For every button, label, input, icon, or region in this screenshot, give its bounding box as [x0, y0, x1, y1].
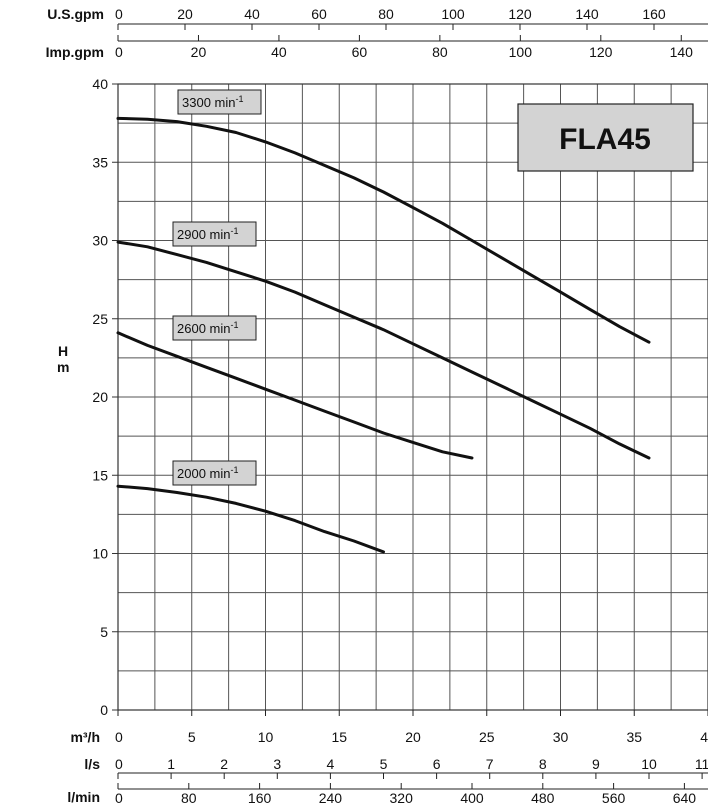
impgpm-axis-label: Imp.gpm — [46, 44, 104, 60]
y-tick-label: 20 — [92, 389, 108, 405]
ls-axis-label: l/s — [84, 756, 100, 772]
pump-curves: 3300 min-1 2900 min-1 2600 min-1 2000 min-1 — [116, 89, 651, 554]
grid-lines — [118, 84, 708, 710]
impgpm-tick-label: 20 — [191, 44, 207, 60]
usgpm-tick-label: 60 — [311, 6, 327, 22]
usgpm-axis-label: U.S.gpm — [47, 6, 104, 22]
lmin-tick-label: 160 — [248, 790, 272, 804]
usgpm-tick-label: 20 — [177, 6, 193, 22]
curve-2000 — [116, 484, 385, 554]
lmin-axis-label: l/min — [67, 789, 100, 804]
model-title-box: FLA45 — [517, 103, 694, 172]
impgpm-tick-label: 100 — [509, 44, 533, 60]
usgpm-tick-label: 140 — [575, 6, 599, 22]
y-tick-label: 35 — [92, 154, 108, 170]
speed-tag-label: 2600 min-1 — [177, 320, 239, 336]
m3h-tick-label: 15 — [331, 729, 347, 745]
m3h-tick-label: 5 — [188, 729, 196, 745]
y-tick-label: 0 — [100, 702, 108, 718]
ls-tick-label: 10 — [641, 756, 657, 772]
speed-tag-2900: 2900 min-1 — [172, 221, 257, 247]
m3h-axis-label: m³/h — [70, 729, 100, 745]
usgpm-tick-label: 80 — [378, 6, 394, 22]
m3h-tick-label: 20 — [405, 729, 421, 745]
impgpm-tick-label: 120 — [589, 44, 613, 60]
impgpm-tick-label: 40 — [271, 44, 287, 60]
ls-tick-label: 5 — [380, 756, 388, 772]
usgpm-tick-label: 160 — [642, 6, 666, 22]
y-tick-label: 5 — [100, 624, 108, 640]
speed-tag-box — [172, 315, 257, 341]
title-box-background — [517, 103, 694, 172]
usgpm-tick-label: 40 — [244, 6, 260, 22]
ls-tick-label: 11 — [695, 756, 708, 772]
usgpm-tick-label: 120 — [508, 6, 532, 22]
curve-2900 — [116, 240, 651, 460]
y-axis-label: H — [58, 343, 68, 359]
ls-tick-label: 3 — [273, 756, 281, 772]
y-tick-label: 40 — [92, 76, 108, 92]
lmin-tick-label: 320 — [390, 790, 414, 804]
speed-tag-box — [177, 89, 262, 115]
speed-tag-3300: 3300 min-1 — [177, 89, 262, 115]
ls-tick-label: 4 — [327, 756, 335, 772]
m3h-tick-label: 25 — [479, 729, 495, 745]
lmin-tick-label: 240 — [319, 790, 343, 804]
chart-title: FLA45 — [559, 123, 651, 156]
speed-tag-label: 3300 min-1 — [182, 94, 244, 110]
impgpm-tick-label: 60 — [352, 44, 368, 60]
impgpm-tick-label: 0 — [115, 44, 123, 60]
curve-3300 — [116, 116, 651, 344]
speed-tag-label: 2900 min-1 — [177, 226, 239, 242]
bottom-flow-axes: m³/h 0 5 10 15 20 25 30 35 4 l/s 0 1 2 3 4 5 6 7 8 9 10 11 l/mi… — [67, 710, 708, 804]
y-tick-label: 15 — [92, 467, 108, 483]
lmin-tick-label: 560 — [602, 790, 626, 804]
usgpm-tick-label: 0 — [115, 6, 123, 22]
lmin-tick-label: 400 — [460, 790, 484, 804]
impgpm-tick-label: 140 — [670, 44, 694, 60]
ls-tick-label: 8 — [539, 756, 547, 772]
y-tick-label: 30 — [92, 233, 108, 249]
ls-tick-label: 7 — [486, 756, 494, 772]
ls-tick-label: 2 — [220, 756, 228, 772]
usgpm-tick-label: 100 — [441, 6, 465, 22]
m3h-tick-label: 4 — [700, 729, 708, 745]
lmin-tick-label: 80 — [181, 790, 197, 804]
m3h-tick-label: 10 — [258, 729, 274, 745]
speed-tag-label: 2000 min-1 — [177, 465, 239, 481]
ls-tick-label: 6 — [433, 756, 441, 772]
speed-tag-box — [172, 460, 257, 486]
lmin-tick-label: 640 — [673, 790, 697, 804]
m3h-tick-label: 0 — [115, 729, 123, 745]
speed-tag-2600: 2600 min-1 — [172, 315, 257, 341]
ls-tick-label: 1 — [167, 756, 175, 772]
impgpm-tick-label: 80 — [432, 44, 448, 60]
top-flow-axes: U.S.gpm 0 20 40 60 80 100 120 140 160 Imp.gpm 0 20 40… — [46, 6, 708, 60]
y-axis-unit: m — [57, 359, 69, 375]
y-tick-label: 25 — [92, 311, 108, 327]
curve-2600 — [116, 331, 474, 460]
lmin-tick-label: 0 — [115, 790, 123, 804]
ls-tick-label: 9 — [592, 756, 600, 772]
head-axis: H m 0 5 10 15 20 25 30 35 40 — [57, 76, 118, 718]
ls-tick-label: 0 — [115, 756, 123, 772]
speed-tag-2000: 2000 min-1 — [172, 460, 257, 486]
m3h-tick-label: 30 — [553, 729, 569, 745]
speed-tag-box — [172, 221, 257, 247]
lmin-tick-label: 480 — [531, 790, 555, 804]
y-tick-label: 10 — [92, 546, 108, 562]
m3h-tick-label: 35 — [626, 729, 642, 745]
